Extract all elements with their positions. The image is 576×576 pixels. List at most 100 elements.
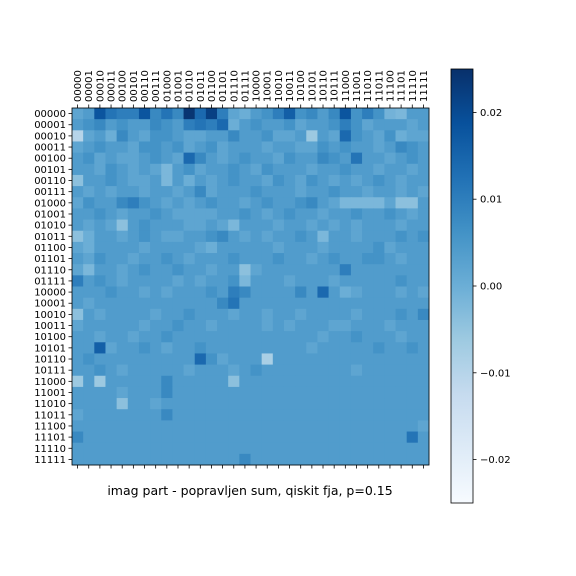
heatmap-cell xyxy=(373,431,385,444)
heatmap-cell xyxy=(172,353,184,365)
heatmap-cell xyxy=(228,163,240,176)
heatmap-cell xyxy=(194,219,207,232)
heatmap-cell xyxy=(217,219,229,232)
heatmap-cell xyxy=(261,130,274,142)
heatmap-cell xyxy=(239,319,251,332)
y-tick-label: 01101 xyxy=(34,254,66,265)
heatmap-cell xyxy=(261,119,274,131)
heatmap-cell xyxy=(228,152,240,165)
colorbar-tick-label: 0.00 xyxy=(480,282,502,293)
heatmap-cell xyxy=(328,108,341,120)
heatmap-cell xyxy=(183,174,196,187)
heatmap-cell xyxy=(228,409,240,421)
heatmap-cell xyxy=(116,275,129,287)
heatmap-cell xyxy=(127,230,140,243)
heatmap-cell xyxy=(194,264,207,276)
y-tick-label: 11110 xyxy=(34,444,66,455)
heatmap-cell xyxy=(72,308,84,321)
heatmap-cell xyxy=(339,264,352,276)
heatmap-cell xyxy=(373,230,385,243)
heatmap-cell xyxy=(317,286,329,299)
heatmap-cell xyxy=(217,386,229,399)
x-tick-label: 01000 xyxy=(162,70,173,102)
heatmap-cell xyxy=(150,431,162,444)
heatmap-cell xyxy=(161,197,173,209)
heatmap-cell xyxy=(83,275,95,287)
heatmap-cell xyxy=(105,197,118,209)
heatmap-cell xyxy=(194,230,207,243)
heatmap-cell xyxy=(183,208,196,220)
x-tick-label: 01100 xyxy=(207,70,218,102)
x-tick-label: 00000 xyxy=(73,70,84,102)
heatmap-cell xyxy=(350,219,363,232)
heatmap-cell xyxy=(339,208,352,220)
heatmap-cell xyxy=(72,130,84,142)
heatmap-cell xyxy=(105,152,118,165)
heatmap-cell xyxy=(339,141,352,154)
heatmap-cell xyxy=(406,208,419,220)
heatmap-cell xyxy=(105,453,118,466)
heatmap-cell xyxy=(283,353,296,365)
heatmap-cell xyxy=(228,119,240,131)
heatmap-cell xyxy=(339,353,352,365)
heatmap-cell xyxy=(217,297,229,310)
heatmap-cell xyxy=(161,108,173,120)
heatmap-cell xyxy=(283,208,296,220)
heatmap-cell xyxy=(261,409,274,421)
heatmap-cell xyxy=(94,442,106,455)
heatmap-cell xyxy=(183,119,196,131)
heatmap-cell xyxy=(328,253,341,265)
heatmap-cell xyxy=(205,386,218,399)
heatmap-cell xyxy=(317,219,329,232)
heatmap-cell xyxy=(72,230,84,243)
heatmap-cell xyxy=(384,241,396,254)
heatmap-cell xyxy=(417,353,430,365)
heatmap-cell xyxy=(373,264,385,276)
heatmap-cell xyxy=(283,141,296,154)
heatmap-cell xyxy=(395,275,408,287)
heatmap-cell xyxy=(362,409,374,421)
heatmap-cell xyxy=(283,152,296,165)
heatmap-cell xyxy=(395,230,408,243)
heatmap-cell xyxy=(406,130,419,142)
x-tick-label: 11000 xyxy=(341,70,352,102)
heatmap-cell xyxy=(306,130,318,142)
heatmap-cell xyxy=(261,431,274,444)
heatmap-cell xyxy=(172,331,184,343)
heatmap-cell xyxy=(250,241,263,254)
x-tick-label: 00110 xyxy=(140,70,151,102)
heatmap-cell xyxy=(283,275,296,287)
heatmap-cell xyxy=(328,442,341,455)
y-tick-label: 10110 xyxy=(34,355,66,366)
heatmap-cell xyxy=(239,141,251,154)
heatmap-cell xyxy=(138,275,151,287)
heatmap-cell xyxy=(172,253,184,265)
heatmap-cell xyxy=(350,197,363,209)
heatmap-cell xyxy=(138,331,151,343)
heatmap-cell xyxy=(362,398,374,410)
heatmap-cell xyxy=(306,319,318,332)
heatmap-cell xyxy=(395,453,408,466)
heatmap-cell xyxy=(317,442,329,455)
heatmap-cell xyxy=(272,197,285,209)
heatmap-cell xyxy=(161,130,173,142)
heatmap-cell xyxy=(295,152,307,165)
heatmap-cell xyxy=(362,241,374,254)
heatmap-cell xyxy=(317,409,329,421)
heatmap-cell xyxy=(384,163,396,176)
heatmap-cell xyxy=(384,398,396,410)
x-tick-label: 11100 xyxy=(385,70,396,102)
heatmap-cell xyxy=(406,174,419,187)
heatmap-cell xyxy=(295,342,307,354)
heatmap-cell xyxy=(138,208,151,220)
heatmap-cell xyxy=(83,386,95,399)
heatmap-cell xyxy=(194,119,207,131)
heatmap-cell xyxy=(373,174,385,187)
heatmap-cell xyxy=(261,319,274,332)
heatmap-cell xyxy=(150,230,162,243)
heatmap-cell xyxy=(228,353,240,365)
heatmap-cell xyxy=(395,286,408,299)
heatmap-cell xyxy=(272,420,285,432)
heatmap-cell xyxy=(228,141,240,154)
heatmap-cell xyxy=(339,253,352,265)
